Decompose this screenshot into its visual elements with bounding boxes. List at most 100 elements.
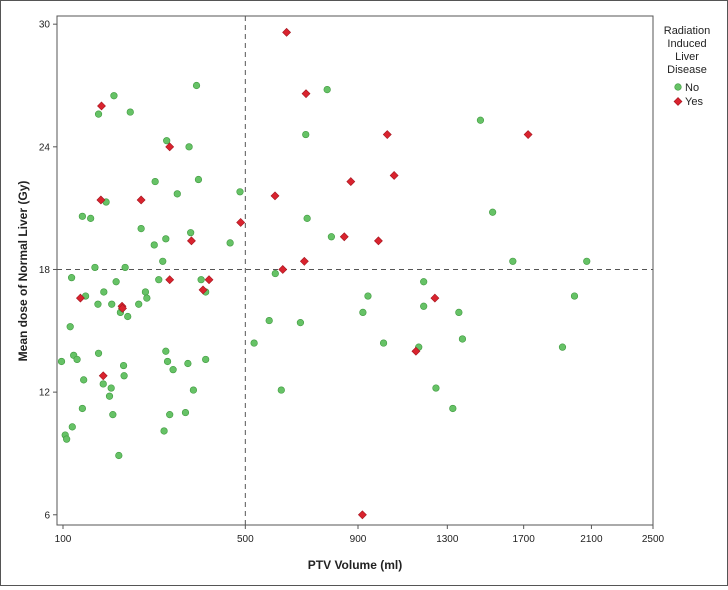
data-point-no [489,208,497,216]
legend-no-marker [674,83,682,91]
x-tick-label: 1300 [436,534,459,545]
data-point-no [250,339,258,347]
data-point-yes [301,89,311,99]
x-tick-label: 900 [350,534,367,545]
data-point-no [137,224,145,233]
data-point-no [359,308,367,317]
data-point-no [91,263,99,272]
legend-no-label: No [685,82,699,94]
data-point-no [94,110,103,118]
data-point-no [364,292,372,300]
data-point-no [558,343,567,351]
data-point-no [226,239,234,247]
data-point-no [303,214,311,222]
data-point-no [151,177,159,186]
data-point-no [105,392,114,400]
data-point-yes [357,510,367,520]
data-point-no [159,257,167,265]
data-point-no [420,278,428,286]
data-point-yes [411,346,421,356]
data-point-yes [204,275,214,285]
data-point-yes [97,101,106,111]
data-point-no [57,357,66,366]
data-point-no [66,323,74,331]
data-point-no [420,302,428,310]
data-point-no [163,357,172,366]
y-tick-label: 30 [39,20,51,31]
data-point-no [296,319,305,327]
legend-yes-marker [673,97,683,106]
data-point-no [126,108,134,116]
data-point-yes [165,142,175,152]
data-point-no [119,361,128,370]
data-point-no [169,366,177,374]
legend-yes-label: Yes [685,96,703,108]
data-point-yes [299,256,309,266]
data-point-no [160,427,168,435]
data-point-yes [98,371,108,381]
data-point-no [509,257,517,265]
x-tick-label: 1700 [513,534,536,545]
y-tick-label: 18 [39,265,51,276]
data-point-no [162,235,170,243]
data-point-no [73,355,81,364]
data-point-no [78,404,86,413]
data-point-no [80,376,88,384]
data-point-no [121,263,129,272]
data-point-no [99,380,107,388]
data-point-yes [118,303,127,313]
data-point-no [327,233,335,241]
x-tick-label: 2100 [580,534,603,545]
legend-title-line-4: Disease [667,64,707,76]
data-point-no [94,300,102,308]
x-axis-title: PTV Volume (ml) [308,558,402,572]
y-axis: 6 12 18 24 30 [39,20,57,521]
data-point-yes [165,275,175,285]
data-point-no [455,308,463,317]
data-points [57,27,591,520]
data-point-yes [382,130,392,139]
data-point-no [181,408,190,417]
data-point-yes [96,195,106,205]
data-point-no [100,288,108,296]
y-axis-title: Mean dose of Normal Liver (Gy) [16,181,30,362]
x-axis: 100 500 900 1300 1700 2100 2500 [55,525,665,545]
data-point-no [187,229,195,237]
data-point-yes [187,236,196,246]
data-point-no [120,372,128,380]
data-point-no [110,92,118,100]
y-tick-label: 6 [44,510,50,521]
data-point-no [107,384,115,392]
data-point-no [68,423,76,431]
data-point-no [94,349,103,357]
data-point-no [458,335,467,343]
legend: Radiation Induced Liver Disease No Yes [664,25,710,108]
y-tick-label: 12 [39,388,51,399]
data-point-no [184,359,192,368]
data-point-no [108,300,116,308]
data-point-no [379,339,388,347]
data-point-no [67,274,76,282]
data-point-no [162,347,170,355]
data-point-no [63,435,71,443]
plot-area [56,15,654,526]
data-point-no [109,411,117,419]
legend-title-line-3: Liver [675,51,699,63]
data-point-no [432,384,440,392]
data-point-no [476,116,485,124]
legend-title-line-2: Induced [667,38,706,50]
legend-title-line-1: Radiation [664,25,710,37]
data-point-no [87,214,95,222]
x-tick-label: 2500 [642,534,665,545]
data-point-yes [373,236,383,246]
data-point-no [194,175,203,184]
data-point-no [277,386,285,394]
data-point-no [150,241,158,249]
data-point-yes [198,285,208,295]
data-point-no [271,269,279,278]
reference-lines [57,16,653,525]
data-point-no [115,451,123,460]
data-point-no [583,257,591,265]
